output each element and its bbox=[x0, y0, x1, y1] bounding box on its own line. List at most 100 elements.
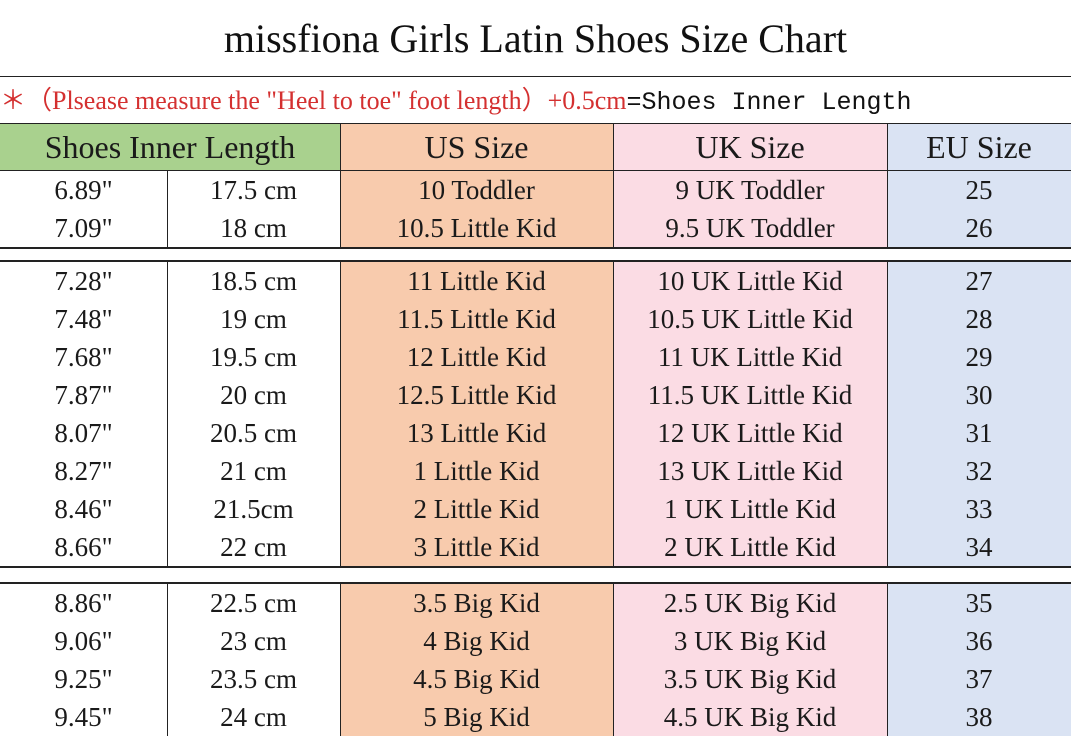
column-divider bbox=[613, 171, 614, 247]
cell-inch: 7.28" bbox=[54, 266, 113, 296]
cell-inch: 8.07" bbox=[54, 418, 113, 448]
cell-cm: 17.5 cm bbox=[210, 175, 297, 205]
title-divider bbox=[0, 76, 1071, 77]
cell-inch: 9.25" bbox=[54, 664, 113, 694]
cell-eu: 32 bbox=[887, 452, 1071, 490]
cell-eu: 34 bbox=[887, 528, 1071, 566]
cell-uk: 10.5 UK Little Kid bbox=[613, 300, 887, 338]
cell-uk: 3.5 UK Big Kid bbox=[613, 660, 887, 698]
cell-uk: 11.5 UK Little Kid bbox=[613, 376, 887, 414]
cell-eu: 35 bbox=[887, 584, 1071, 622]
row-divider bbox=[0, 247, 1071, 249]
cell-eu: 38 bbox=[887, 698, 1071, 736]
cell-cm: 24 cm bbox=[220, 702, 287, 732]
cell-cm: 19 cm bbox=[220, 304, 287, 334]
cell-eu: 37 bbox=[887, 660, 1071, 698]
cell-uk: 2 UK Little Kid bbox=[613, 528, 887, 566]
measure-note: ＊（Plsease measure the "Heel to toe" foot… bbox=[0, 80, 1071, 122]
cell-us: 11.5 Little Kid bbox=[340, 300, 613, 338]
header-us-size: US Size bbox=[340, 124, 613, 170]
column-divider bbox=[340, 171, 341, 247]
column-divider bbox=[613, 584, 614, 736]
cell-eu: 33 bbox=[887, 490, 1071, 528]
column-divider bbox=[887, 171, 888, 247]
cell-inch: 8.46" bbox=[54, 494, 113, 524]
cell-us: 4 Big Kid bbox=[340, 622, 613, 660]
cell-cm: 20 cm bbox=[220, 380, 287, 410]
column-divider bbox=[340, 262, 341, 566]
cell-inch: 7.68" bbox=[54, 342, 113, 372]
cell-inch: 9.45" bbox=[54, 702, 113, 732]
cell-eu: 27 bbox=[887, 262, 1071, 300]
column-divider bbox=[340, 584, 341, 736]
cell-uk: 9 UK Toddler bbox=[613, 171, 887, 209]
column-divider bbox=[887, 584, 888, 736]
cell-cm: 21.5cm bbox=[213, 494, 294, 524]
cell-cm: 18 cm bbox=[220, 213, 287, 243]
page-title: missfiona Girls Latin Shoes Size Chart bbox=[223, 16, 848, 61]
cell-inch: 6.89" bbox=[54, 175, 113, 205]
cell-eu: 30 bbox=[887, 376, 1071, 414]
cell-inch: 8.27" bbox=[54, 456, 113, 486]
cell-uk: 1 UK Little Kid bbox=[613, 490, 887, 528]
cell-cm: 22 cm bbox=[220, 532, 287, 562]
measure-note-prefix: ＊（Plsease measure the "Heel to toe" foot… bbox=[0, 86, 627, 115]
cell-us: 10.5 Little Kid bbox=[340, 209, 613, 247]
cell-cm: 23 cm bbox=[220, 626, 287, 656]
cell-cm: 22.5 cm bbox=[210, 588, 297, 618]
cell-cm: 19.5 cm bbox=[210, 342, 297, 372]
cell-us: 3.5 Big Kid bbox=[340, 584, 613, 622]
cell-uk: 2.5 UK Big Kid bbox=[613, 584, 887, 622]
measure-note-suffix: =Shoes Inner Length bbox=[626, 88, 912, 117]
cell-uk: 10 UK Little Kid bbox=[613, 262, 887, 300]
row-divider bbox=[0, 123, 1071, 124]
cell-uk: 9.5 UK Toddler bbox=[613, 209, 887, 247]
cell-cm: 18.5 cm bbox=[210, 266, 297, 296]
row-divider bbox=[0, 260, 1071, 262]
cell-cm: 21 cm bbox=[220, 456, 287, 486]
cell-cm: 20.5 cm bbox=[210, 418, 297, 448]
column-divider bbox=[167, 262, 168, 566]
column-divider bbox=[340, 124, 341, 170]
cell-uk: 4.5 UK Big Kid bbox=[613, 698, 887, 736]
cell-uk: 3 UK Big Kid bbox=[613, 622, 887, 660]
cell-inch: 7.87" bbox=[54, 380, 113, 410]
cell-us: 12.5 Little Kid bbox=[340, 376, 613, 414]
header-inner-length: Shoes Inner Length bbox=[0, 124, 340, 170]
cell-eu: 26 bbox=[887, 209, 1071, 247]
cell-inch: 9.06" bbox=[54, 626, 113, 656]
cell-inch: 7.09" bbox=[54, 213, 113, 243]
header-eu-size: EU Size bbox=[887, 124, 1071, 170]
header-uk-size: UK Size bbox=[613, 124, 887, 170]
cell-cm: 23.5 cm bbox=[210, 664, 297, 694]
cell-inch: 7.48" bbox=[54, 304, 113, 334]
cell-us: 5 Big Kid bbox=[340, 698, 613, 736]
cell-us: 12 Little Kid bbox=[340, 338, 613, 376]
cell-inch: 8.86" bbox=[54, 588, 113, 618]
cell-us: 11 Little Kid bbox=[340, 262, 613, 300]
row-divider bbox=[0, 566, 1071, 568]
cell-eu: 29 bbox=[887, 338, 1071, 376]
cell-us: 13 Little Kid bbox=[340, 414, 613, 452]
column-divider bbox=[887, 124, 888, 170]
cell-uk: 11 UK Little Kid bbox=[613, 338, 887, 376]
column-divider bbox=[887, 262, 888, 566]
cell-eu: 28 bbox=[887, 300, 1071, 338]
cell-eu: 36 bbox=[887, 622, 1071, 660]
row-divider bbox=[0, 582, 1071, 584]
cell-uk: 12 UK Little Kid bbox=[613, 414, 887, 452]
cell-eu: 31 bbox=[887, 414, 1071, 452]
cell-us: 4.5 Big Kid bbox=[340, 660, 613, 698]
cell-us: 2 Little Kid bbox=[340, 490, 613, 528]
column-divider bbox=[167, 171, 168, 247]
cell-us: 3 Little Kid bbox=[340, 528, 613, 566]
cell-uk: 13 UK Little Kid bbox=[613, 452, 887, 490]
cell-us: 1 Little Kid bbox=[340, 452, 613, 490]
column-divider bbox=[613, 262, 614, 566]
cell-eu: 25 bbox=[887, 171, 1071, 209]
cell-inch: 8.66" bbox=[54, 532, 113, 562]
column-divider bbox=[613, 124, 614, 170]
cell-us: 10 Toddler bbox=[340, 171, 613, 209]
column-divider bbox=[167, 584, 168, 736]
row-divider bbox=[0, 170, 1071, 171]
